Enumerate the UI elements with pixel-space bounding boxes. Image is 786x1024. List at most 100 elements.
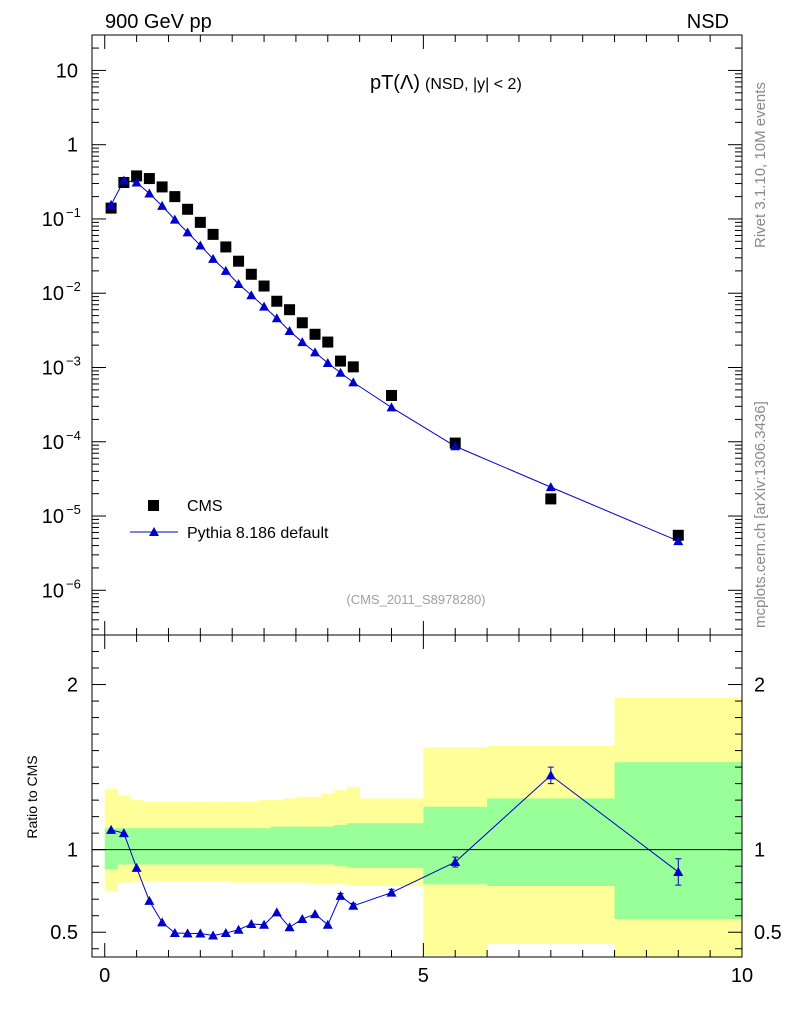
mcplots-label: mcplots.cern.ch [arXiv:1306.3436] bbox=[752, 401, 769, 628]
uncertainty-band-inner bbox=[334, 824, 348, 867]
uncertainty-band-inner bbox=[219, 828, 233, 865]
uncertainty-band-inner bbox=[321, 826, 335, 865]
uncertainty-band-inner bbox=[206, 828, 220, 865]
uncertainty-band-inner bbox=[142, 828, 157, 865]
cms-point bbox=[672, 529, 684, 541]
ratio-point bbox=[271, 907, 282, 917]
ratio-point bbox=[131, 862, 142, 872]
ratio-point bbox=[157, 917, 168, 927]
cms-point bbox=[296, 317, 308, 329]
y-tick-exponent: −5 bbox=[66, 502, 81, 517]
uncertainty-band-inner bbox=[232, 828, 246, 865]
pythia-point bbox=[106, 199, 117, 209]
ratio-y-tick-label-right: 1 bbox=[754, 840, 765, 862]
y-tick-label: 10 bbox=[56, 60, 78, 82]
pythia-point bbox=[220, 265, 231, 275]
ratio-point bbox=[208, 930, 219, 940]
ratio-y-tick-label: 0.5 bbox=[50, 922, 78, 944]
ratio-point bbox=[297, 914, 308, 924]
cms-point bbox=[347, 361, 359, 373]
uncertainty-band-inner bbox=[346, 823, 361, 868]
ratio-point bbox=[182, 928, 193, 938]
pythia-point bbox=[259, 301, 270, 311]
uncertainty-band-inner bbox=[308, 826, 322, 865]
pythia-point bbox=[118, 175, 129, 185]
plot-title-main: pT(Λ) bbox=[370, 72, 420, 94]
ratio-y-tick-label-right: 0.5 bbox=[754, 922, 782, 944]
ratio-point bbox=[246, 918, 257, 928]
pythia-point bbox=[348, 377, 359, 387]
ratio-point bbox=[233, 924, 244, 934]
uncertainty-band-inner bbox=[423, 806, 488, 885]
y-tick-exponent: −3 bbox=[66, 353, 81, 368]
cms-point bbox=[284, 304, 296, 316]
ratio-point bbox=[106, 824, 117, 834]
y-tick-exponent: −6 bbox=[66, 576, 81, 591]
pythia-point bbox=[195, 240, 206, 250]
ratio-point bbox=[195, 928, 206, 938]
uncertainty-band-inner bbox=[257, 828, 271, 865]
ratio-point bbox=[284, 922, 295, 932]
uncertainty-band-inner bbox=[359, 823, 424, 868]
pythia-point bbox=[182, 227, 193, 237]
legend: CMS Pythia 8.186 default bbox=[130, 498, 329, 542]
uncertainty-band-inner bbox=[181, 828, 195, 865]
pythia-point bbox=[322, 357, 333, 367]
ratio-point bbox=[220, 928, 231, 938]
pythia-point bbox=[208, 253, 219, 263]
y-tick-label: 10 bbox=[42, 432, 64, 454]
ratio-plot: 0.5 0.5 1 1 2 2 0 5 10 bbox=[50, 634, 782, 987]
ratio-point bbox=[348, 900, 359, 910]
y-tick-exponent: −2 bbox=[66, 279, 81, 294]
cms-point bbox=[335, 355, 347, 367]
pythia-point bbox=[131, 177, 142, 187]
cms-point bbox=[156, 181, 168, 193]
cms-point bbox=[386, 389, 398, 401]
uncertainty-band-inner bbox=[168, 828, 182, 865]
pythia-point bbox=[310, 347, 321, 357]
ratio-y-tick-label: 1 bbox=[67, 840, 78, 862]
cms-point bbox=[322, 336, 334, 348]
y-tick-label: 10 bbox=[42, 580, 64, 602]
pythia-point bbox=[284, 326, 295, 336]
pythia-point bbox=[335, 367, 346, 377]
uncertainty-band-inner bbox=[104, 828, 118, 870]
ratio-point bbox=[310, 909, 321, 919]
ratio-y-tick-label: 2 bbox=[67, 675, 78, 697]
ratio-point bbox=[386, 887, 397, 897]
cms-point bbox=[271, 295, 283, 307]
uncertainty-band-inner bbox=[270, 826, 284, 865]
y-tick-label: 10 bbox=[42, 209, 64, 231]
legend-pythia-marker bbox=[149, 527, 159, 536]
y-tick-label: 10 bbox=[42, 506, 64, 528]
pythia-point bbox=[233, 279, 244, 289]
cms-point bbox=[545, 493, 557, 505]
uncertainty-band-inner bbox=[295, 826, 310, 865]
cms-point bbox=[143, 173, 155, 185]
ratio-point bbox=[169, 928, 180, 938]
pythia-point bbox=[545, 482, 556, 492]
energy-label: 900 GeV pp bbox=[105, 11, 212, 33]
ratio-y-tick-label-right: 2 bbox=[754, 675, 765, 697]
uncertainty-band-inner bbox=[193, 828, 208, 865]
uncertainty-band-inner bbox=[244, 828, 259, 865]
ratio-point bbox=[322, 919, 333, 929]
pythia-point bbox=[450, 441, 461, 451]
y-tick-label: 10 bbox=[42, 357, 64, 379]
ratio-line bbox=[110, 774, 679, 937]
cms-point bbox=[207, 228, 219, 240]
pythia-point bbox=[297, 337, 308, 347]
x-tick-label: 0 bbox=[99, 965, 110, 987]
cms-point bbox=[131, 170, 143, 182]
legend-cms-marker bbox=[148, 500, 159, 511]
pythia-point bbox=[386, 402, 397, 412]
plot-title-sub: (NSD, |y| < 2) bbox=[425, 76, 522, 93]
pythia-point bbox=[246, 290, 257, 300]
cms-point bbox=[258, 280, 270, 292]
y-tick-exponent: −4 bbox=[66, 428, 81, 443]
uncertainty-band-inner bbox=[117, 828, 131, 865]
ratio-plot-frame bbox=[91, 634, 743, 958]
y-tick-label: 10 bbox=[42, 283, 64, 305]
